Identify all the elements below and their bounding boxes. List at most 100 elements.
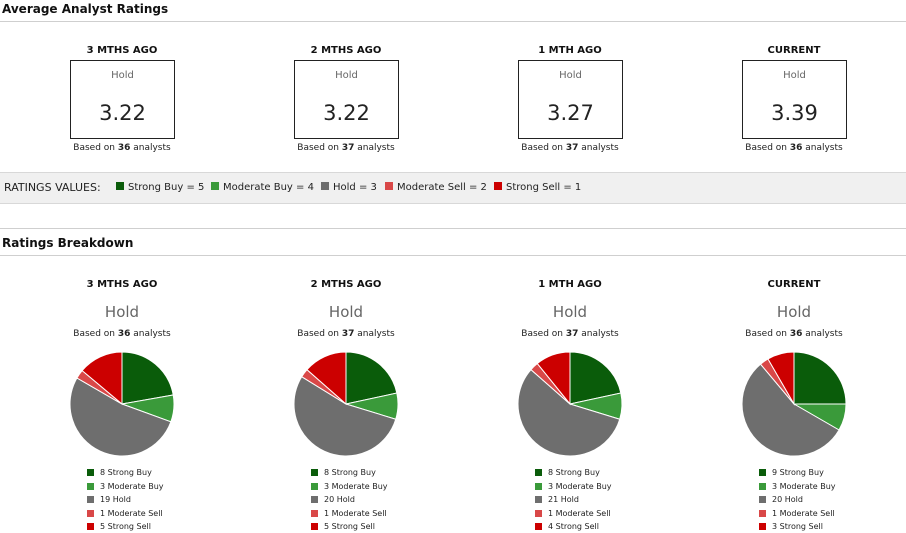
breakdown-rating-row: Hold (10, 303, 234, 321)
period-label: 1 MTH AGO (538, 45, 602, 56)
based-on-row: Based on 36 analysts (682, 329, 906, 339)
based-on-row: Based on 37 analysts (458, 143, 682, 153)
period-label: 3 MTHS AGO (86, 279, 158, 290)
legend-swatch (759, 509, 766, 517)
based-on-analysts: Based on 37 analysts (234, 143, 458, 153)
legend-label: 1 Moderate Sell (324, 508, 387, 518)
breakdown-column: 2 MTHS AGO (234, 279, 458, 290)
legend-swatch (311, 469, 318, 476)
legend-label: 4 Strong Sell (548, 522, 599, 531)
ratings-value-label: Moderate Buy = 4 (223, 182, 314, 193)
ratings-value-label: Hold = 3 (333, 182, 377, 193)
based-prefix: Based on (521, 329, 566, 339)
based-suffix: analysts (578, 143, 619, 153)
rating-label: Hold (111, 70, 134, 81)
pie-slice-strong-sell (536, 351, 571, 406)
based-suffix: analysts (578, 329, 619, 339)
ratings-pie-chart (293, 351, 399, 457)
breakdown-rating-row: Hold (682, 303, 906, 321)
legend-swatch (535, 523, 542, 530)
rating-score-box: Hold 3.22 (70, 60, 175, 139)
legend-swatch (759, 523, 766, 530)
based-prefix: Based on (745, 329, 790, 339)
legend-label: 8 Strong Buy (324, 468, 376, 477)
legend-swatch (311, 496, 318, 503)
period-label: 2 MTHS AGO (310, 45, 382, 56)
legend-swatch (87, 482, 94, 490)
breakdown-column: CURRENT (682, 279, 906, 290)
legend-swatch (311, 482, 318, 490)
pie-slice-strong-sell (81, 351, 123, 406)
average-ratings-title: Average Analyst Ratings (2, 2, 169, 16)
analyst-count: 36 (789, 143, 803, 153)
rating-label: Hold (783, 70, 806, 81)
legend-label: 3 Moderate Buy (772, 481, 836, 491)
based-prefix: Based on (521, 143, 566, 153)
legend-label: 5 Strong Sell (100, 522, 151, 531)
legend-label: 1 Moderate Sell (548, 508, 611, 518)
rating-score: 3.27 (547, 101, 594, 125)
pie-slice-strong-buy (345, 351, 398, 405)
ratings-value-swatch (211, 182, 219, 190)
breakdown-column: 1 MTH AGO (458, 279, 682, 290)
based-suffix: analysts (354, 329, 395, 339)
analyst-count: 37 (565, 143, 579, 153)
ratings-pie-chart (741, 351, 847, 457)
divider (0, 21, 906, 22)
based-on-analysts: Based on 36 analysts (682, 143, 906, 153)
pie-slice-hold (69, 377, 172, 457)
rating-score-box: Hold 3.22 (294, 60, 399, 139)
ratings-value-label: Strong Sell = 1 (506, 182, 582, 193)
based-on-analysts: Based on 37 analysts (234, 329, 458, 339)
legend-label: 3 Moderate Buy (548, 481, 612, 491)
period-label: 1 MTH AGO (538, 279, 602, 290)
legend-label: 1 Moderate Sell (772, 508, 835, 518)
rating-score: 3.39 (771, 101, 818, 125)
breakdown-rating-label: Hold (552, 303, 588, 321)
legend-swatch (535, 482, 542, 490)
analyst-count: 37 (341, 329, 355, 339)
ratings-value-swatch (385, 182, 393, 190)
legend-label: 5 Strong Sell (324, 522, 375, 531)
based-on-row: Based on 36 analysts (682, 143, 906, 153)
average-rating-column: 2 MTHS AGO (234, 45, 458, 56)
based-suffix: analysts (130, 329, 171, 339)
ratings-value-item: Moderate Sell = 2 (385, 182, 487, 193)
ratings-value-swatch (321, 182, 329, 190)
ratings-value-label: Moderate Sell = 2 (397, 182, 487, 193)
breakdown-rating-label: Hold (776, 303, 812, 321)
analyst-count: 37 (341, 143, 355, 153)
breakdown-rating-label: Hold (104, 303, 140, 321)
based-prefix: Based on (73, 143, 118, 153)
legend-label: 1 Moderate Sell (100, 508, 163, 518)
pie-slice-hold (293, 376, 397, 457)
based-suffix: analysts (802, 329, 843, 339)
legend-swatch (535, 496, 542, 503)
legend-swatch (535, 469, 542, 476)
ratings-pie-chart (517, 351, 623, 457)
analyst-count: 36 (117, 329, 131, 339)
legend-label: 3 Moderate Buy (324, 481, 388, 491)
average-rating-column: 3 MTHS AGO (10, 45, 234, 56)
analyst-count: 36 (789, 329, 803, 339)
ratings-pie-chart (69, 351, 175, 457)
legend-swatch (87, 509, 94, 517)
legend-label: 21 Hold (548, 495, 579, 504)
based-prefix: Based on (297, 329, 342, 339)
ratings-values-bar: RATINGS VALUES: Strong Buy = 5 Moderate B… (0, 172, 906, 204)
breakdown-rating-row: Hold (234, 303, 458, 321)
legend-swatch (759, 469, 766, 476)
rating-label: Hold (559, 70, 582, 81)
legend-swatch (87, 523, 94, 530)
rating-score-box: Hold 3.39 (742, 60, 847, 139)
ratings-value-label: Strong Buy = 5 (128, 182, 205, 193)
based-suffix: analysts (354, 143, 395, 153)
based-prefix: Based on (73, 329, 118, 339)
legend-label: 8 Strong Buy (100, 468, 152, 477)
based-on-row: Based on 37 analysts (234, 329, 458, 339)
ratings-values-title: RATINGS VALUES: (4, 181, 101, 194)
legend-swatch (759, 496, 766, 503)
ratings-breakdown-title: Ratings Breakdown (2, 236, 134, 250)
legend-swatch (311, 523, 318, 530)
based-on-analysts: Based on 37 analysts (458, 143, 682, 153)
